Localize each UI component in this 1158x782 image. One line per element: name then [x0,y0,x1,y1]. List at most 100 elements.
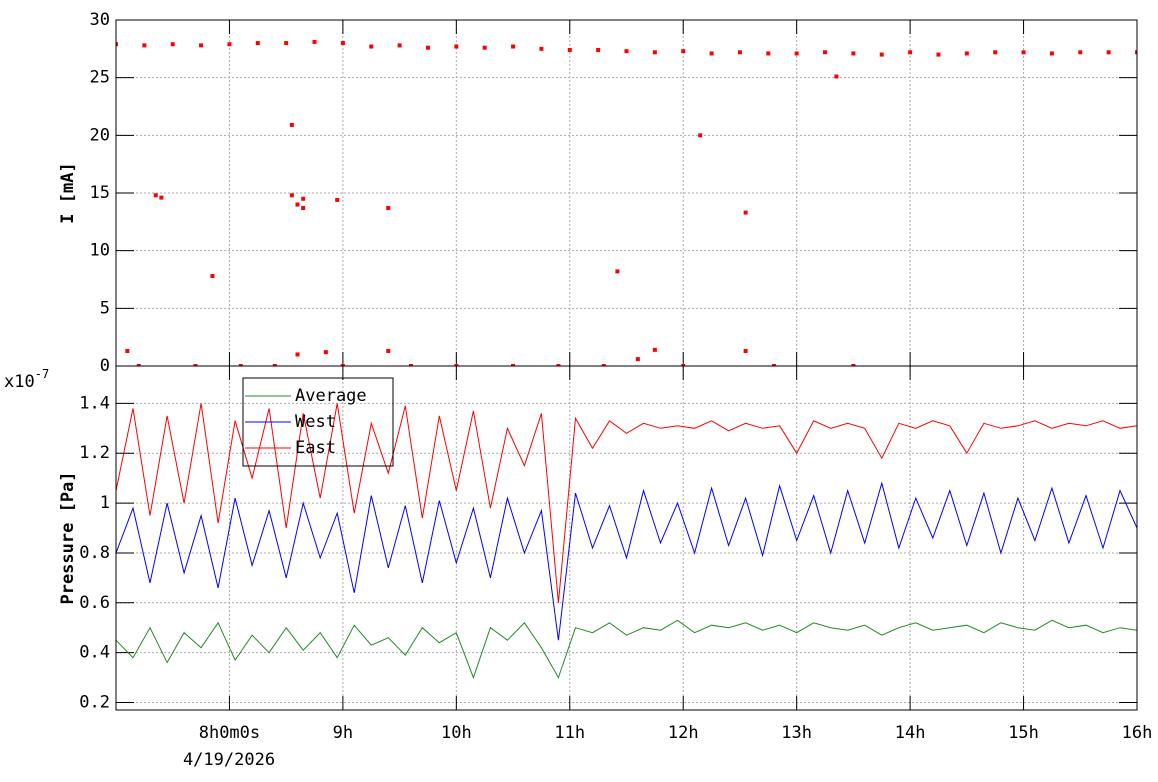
legend-label: West [295,412,336,432]
x-tick-label: 15h [1008,723,1039,743]
point [408,364,413,366]
series-line [116,403,1137,603]
x-tick-label: 16h [1122,723,1153,743]
point [743,210,748,215]
point [255,41,260,46]
x-tick-label: 10h [441,723,472,743]
y-tick-label: 20 [90,125,110,145]
point [369,44,374,49]
y-tick-label: 1 [100,493,110,513]
point [454,364,459,366]
point [556,364,561,366]
point [295,202,300,207]
x-tick-label: 8h0m0s [199,723,260,743]
scale-base: x10 [4,372,35,392]
point [227,42,232,47]
point [851,364,856,366]
point [454,44,459,49]
point [652,50,657,55]
point [964,51,969,56]
point [511,44,516,49]
point [159,195,164,200]
point [601,364,606,366]
legend-box [242,377,394,467]
point [397,43,402,48]
point [153,193,158,198]
point [1049,51,1054,56]
y-tick-label: 25 [90,68,110,88]
point [1135,50,1137,55]
point [335,197,340,202]
point [511,364,516,366]
y-tick-label: 1.4 [79,393,110,413]
point [635,357,640,362]
y-axis-label: I [mA] [58,162,78,223]
x-tick-label: 12h [668,723,699,743]
point [834,74,839,79]
point [851,51,856,56]
x-tick-label: 13h [781,723,812,743]
y-tick-label: 15 [90,183,110,203]
point [301,196,306,201]
point [210,274,215,279]
point [125,349,130,354]
point [771,364,776,366]
point [295,352,300,357]
point [340,364,345,366]
point [289,122,294,127]
point [312,39,317,44]
point [170,42,175,47]
y-axis-label: Pressure [Pa] [58,471,78,604]
point [652,347,657,352]
x-tick-label: 11h [554,723,585,743]
point [1021,50,1026,55]
date-label: 4/19/2026 [183,750,275,770]
point [340,41,345,46]
point [908,50,913,55]
point [193,364,198,366]
y-tick-label: 0.6 [79,593,110,613]
point [624,49,629,54]
point [737,50,742,55]
y-tick-label: 10 [90,241,110,261]
series-line [116,481,1137,641]
point [386,205,391,210]
x-tick-label: 14h [895,723,926,743]
point [1106,50,1111,55]
point [936,52,941,57]
plot-area [116,39,1137,366]
y-tick-label: 0 [100,356,110,376]
point [142,43,147,48]
point [136,364,141,366]
point [482,45,487,50]
point [681,49,686,54]
point [386,349,391,354]
point [199,43,204,48]
point [596,47,601,52]
y-tick-label: 0.2 [79,693,110,713]
y-tick-label: 5 [100,298,110,318]
y-tick-label: 30 [90,10,110,30]
point [567,47,572,52]
point [766,51,771,56]
point [1078,50,1083,55]
point [879,52,884,57]
scale-exponent: -7 [35,367,49,381]
point [301,205,306,210]
point [116,42,118,47]
point [993,50,998,55]
point [823,50,828,55]
legend-label: Average [295,386,367,406]
point [615,269,620,274]
point [743,349,748,354]
x-tick-label: 9h [333,723,353,743]
scale-label: x10-7 [4,367,49,393]
legend-label: East [295,438,336,458]
y-tick-label: 0.4 [79,643,110,663]
point [272,364,277,366]
y-tick-label: 0.8 [79,543,110,563]
point [681,364,686,366]
point [698,133,703,138]
